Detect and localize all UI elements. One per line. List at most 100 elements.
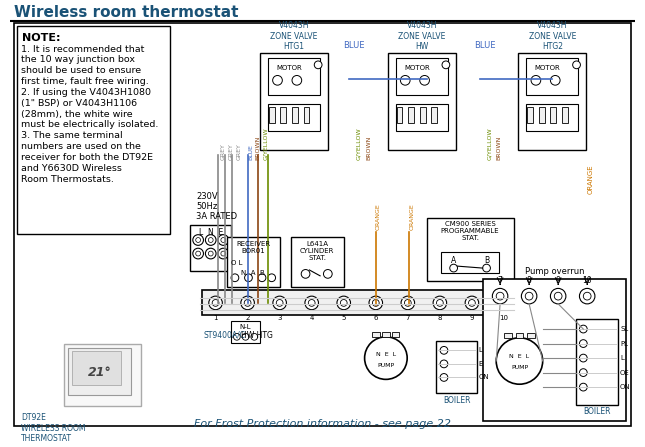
Circle shape <box>521 288 537 304</box>
Text: CM900 SERIES
PROGRAMMABLE
STAT.: CM900 SERIES PROGRAMMABLE STAT. <box>441 221 499 240</box>
Bar <box>397 107 402 123</box>
Circle shape <box>341 299 347 306</box>
Text: BROWN: BROWN <box>497 135 502 160</box>
Circle shape <box>492 288 508 304</box>
Bar <box>575 319 618 405</box>
Circle shape <box>221 238 226 242</box>
Bar <box>190 224 231 271</box>
Circle shape <box>404 299 412 306</box>
Text: N  E  L: N E L <box>510 354 530 358</box>
Text: and Y6630D Wireless: and Y6630D Wireless <box>21 164 122 173</box>
Circle shape <box>440 346 448 354</box>
Text: GREY: GREY <box>228 143 233 160</box>
Circle shape <box>231 274 239 282</box>
Text: GREY: GREY <box>236 143 241 160</box>
Circle shape <box>337 296 350 310</box>
Circle shape <box>205 248 216 259</box>
Bar <box>17 26 170 234</box>
Circle shape <box>305 296 319 310</box>
Circle shape <box>579 288 595 304</box>
Text: first time, fault free wiring.: first time, fault free wiring. <box>21 77 149 86</box>
Circle shape <box>496 338 542 384</box>
Text: 3. The same terminal: 3. The same terminal <box>21 131 123 140</box>
Circle shape <box>208 238 213 242</box>
Circle shape <box>501 299 508 306</box>
Text: (28mm), the white wire: (28mm), the white wire <box>21 110 133 118</box>
Bar <box>388 53 455 150</box>
Bar <box>562 107 568 123</box>
Text: 8: 8 <box>437 315 442 320</box>
Text: PUMP: PUMP <box>511 365 528 370</box>
Text: V4043H
ZONE VALVE
HTG2: V4043H ZONE VALVE HTG2 <box>529 21 576 51</box>
Text: G/YELLOW: G/YELLOW <box>487 127 492 160</box>
Bar <box>441 252 499 273</box>
Text: 7: 7 <box>498 275 502 285</box>
Circle shape <box>450 264 457 272</box>
Text: SL: SL <box>620 326 628 332</box>
Circle shape <box>244 299 251 306</box>
Circle shape <box>221 251 226 256</box>
Bar <box>420 107 426 123</box>
Text: NOTE:: NOTE: <box>22 33 61 43</box>
Text: 3: 3 <box>277 315 282 320</box>
Circle shape <box>579 354 587 362</box>
Circle shape <box>195 238 201 242</box>
Bar <box>268 104 320 131</box>
Text: For Frost Protection information - see page 22: For Frost Protection information - see p… <box>194 419 450 429</box>
Bar <box>408 107 414 123</box>
Text: Pump overrun: Pump overrun <box>524 267 584 276</box>
Circle shape <box>433 296 446 310</box>
Bar <box>395 58 448 95</box>
Text: 9: 9 <box>470 315 474 320</box>
Circle shape <box>242 333 249 340</box>
Circle shape <box>212 299 219 306</box>
Text: E: E <box>479 361 483 367</box>
Circle shape <box>583 292 591 300</box>
Circle shape <box>292 76 302 85</box>
Circle shape <box>554 292 562 300</box>
Circle shape <box>442 61 450 69</box>
Text: ORANGE: ORANGE <box>588 164 594 194</box>
Circle shape <box>525 292 533 300</box>
Bar <box>291 237 344 287</box>
Circle shape <box>324 270 332 278</box>
Text: RECEIVER
BOR01: RECEIVER BOR01 <box>236 241 270 254</box>
Circle shape <box>372 299 379 306</box>
Bar <box>426 218 513 281</box>
Text: HW HTG: HW HTG <box>241 331 273 340</box>
Bar <box>504 333 511 338</box>
Bar <box>515 333 523 338</box>
Circle shape <box>550 76 560 85</box>
Text: DT92E
WIRELESS ROOM
THERMOSTAT: DT92E WIRELESS ROOM THERMOSTAT <box>21 413 86 443</box>
Text: 21°: 21° <box>88 366 112 379</box>
Circle shape <box>258 274 266 282</box>
Circle shape <box>241 296 254 310</box>
Bar <box>392 332 399 337</box>
Circle shape <box>244 274 252 282</box>
Bar <box>64 344 141 406</box>
Text: BLUE: BLUE <box>248 144 253 160</box>
Text: the 10 way junction box: the 10 way junction box <box>21 55 135 64</box>
Text: 1: 1 <box>213 315 218 320</box>
Bar <box>382 332 390 337</box>
Text: should be used to ensure: should be used to ensure <box>21 66 141 75</box>
Text: 8: 8 <box>527 275 531 285</box>
Text: (1" BSP) or V4043H1106: (1" BSP) or V4043H1106 <box>21 99 137 108</box>
Text: BROWN: BROWN <box>366 135 371 160</box>
Text: V4043H
ZONE VALVE
HW: V4043H ZONE VALVE HW <box>398 21 446 51</box>
Text: OE: OE <box>620 370 630 375</box>
Bar <box>269 107 275 123</box>
Circle shape <box>573 61 580 69</box>
Circle shape <box>531 76 541 85</box>
Circle shape <box>193 248 203 259</box>
Bar <box>202 291 511 316</box>
Text: 10: 10 <box>499 315 508 320</box>
Bar <box>526 58 579 95</box>
Circle shape <box>401 76 410 85</box>
Text: 5: 5 <box>342 315 346 320</box>
Bar <box>550 107 556 123</box>
Text: 9: 9 <box>556 275 561 285</box>
Text: L641A
CYLINDER
STAT.: L641A CYLINDER STAT. <box>300 241 334 261</box>
Circle shape <box>579 369 587 376</box>
Circle shape <box>468 299 475 306</box>
